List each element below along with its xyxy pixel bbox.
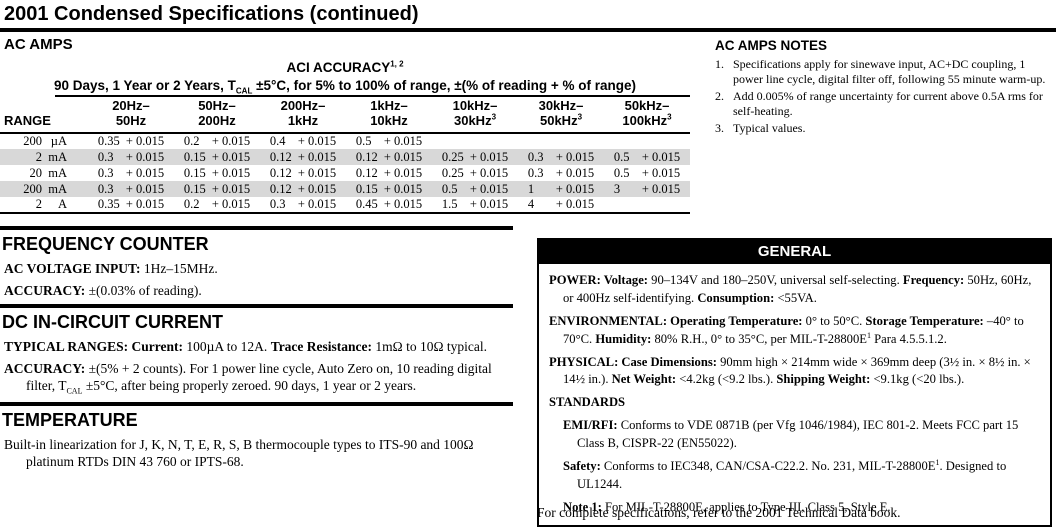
accuracy-cell: 0.3 + 0.015 bbox=[527, 149, 595, 164]
accuracy-cell: 0.3 + 0.015 bbox=[97, 149, 165, 164]
ac-amps-notes: AC AMPS NOTES 1. Specifications apply for… bbox=[715, 38, 1055, 139]
accuracy-cell: 0.5 + 0.015 bbox=[613, 149, 681, 164]
footer-note: For complete specifications, refer to th… bbox=[537, 505, 901, 520]
accuracy-cell: 0.35 + 0.015 bbox=[97, 134, 165, 148]
accuracy-cell bbox=[432, 133, 518, 149]
section-divider bbox=[0, 402, 513, 406]
column-header-range: RANGE bbox=[4, 113, 51, 128]
aci-table-header: RANGE 20Hz– 50Hz 50Hz– 200Hz 200Hz– 1kHz 1kHz–… bbox=[0, 98, 690, 133]
accuracy-cell: 0.3 + 0.015 bbox=[527, 165, 595, 180]
column-header: 50kHz– 100kHz3 bbox=[622, 98, 672, 128]
range-cell: 2 mA bbox=[35, 149, 67, 164]
accuracy-cell: 0.5 + 0.015 bbox=[355, 134, 423, 148]
section-heading-frequency-counter: FREQUENCY COUNTER bbox=[2, 234, 209, 254]
general-paragraph: Safety: Conforms to IEC348, CAN/CSA-C22.… bbox=[563, 457, 1007, 491]
section-heading-dc-in-circuit: DC IN-CIRCUIT CURRENT bbox=[2, 312, 223, 332]
title-divider bbox=[0, 28, 1056, 32]
accuracy-cell: 0.3 + 0.015 bbox=[97, 165, 165, 180]
aci-accuracy-table-title: ACI ACCURACY1, 2 bbox=[286, 59, 404, 75]
accuracy-cell: 1.5 + 0.015 bbox=[441, 197, 509, 211]
range-cell: 200 mA bbox=[23, 181, 67, 196]
accuracy-cell: 0.4 + 0.015 bbox=[269, 134, 337, 148]
accuracy-cell: 0.2 + 0.015 bbox=[183, 197, 251, 211]
accuracy-cell: 0.12 + 0.015 bbox=[269, 165, 337, 180]
accuracy-cell: 0.15 + 0.015 bbox=[183, 165, 251, 180]
general-box-heading: GENERAL bbox=[539, 240, 1050, 264]
accuracy-cell: 0.12 + 0.015 bbox=[355, 165, 423, 180]
accuracy-cell: 0.25 + 0.015 bbox=[441, 149, 509, 164]
table-row: 2 A 0.35 + 0.015 0.2 + 0.015 0.3 + 0.015 0.45 + 0… bbox=[0, 197, 690, 213]
accuracy-cell: 0.25 + 0.015 bbox=[441, 165, 509, 180]
column-header: 50Hz– 200Hz bbox=[198, 98, 236, 128]
dc-in-circuit-accuracy-spec: ACCURACY: ±(5% + 2 counts). For 1 power … bbox=[4, 361, 492, 396]
table-row: 2 mA 0.3 + 0.015 0.15 + 0.015 0.12 + 0.015 0.12 +… bbox=[0, 149, 690, 165]
column-header: 30kHz– 50kHz3 bbox=[538, 98, 584, 128]
accuracy-cell: 0.3 + 0.015 bbox=[269, 197, 337, 211]
aci-accuracy-table-subtitle: 90 Days, 1 Year or 2 Years, TCAL ±5°C, f… bbox=[54, 78, 636, 96]
freq-counter-input-spec: AC VOLTAGE INPUT: 1Hz–15MHz. bbox=[4, 261, 218, 276]
note-item: 2. Add 0.005% of range uncertainty for cu… bbox=[715, 89, 1043, 118]
section-heading-temperature: TEMPERATURE bbox=[2, 410, 138, 430]
range-cell: 200 µA bbox=[23, 134, 67, 148]
accuracy-cell: 4 + 0.015 bbox=[527, 197, 595, 211]
accuracy-cell: 0.5 + 0.015 bbox=[613, 165, 681, 180]
accuracy-cell: 0.15 + 0.015 bbox=[183, 181, 251, 196]
accuracy-cell: 3 + 0.015 bbox=[613, 181, 681, 196]
aci-accuracy-table: RANGE 20Hz– 50Hz 50Hz– 200Hz 200Hz– 1kHz 1kHz–… bbox=[0, 98, 690, 214]
general-paragraph: POWER: Voltage: 90–134V and 180–250V, un… bbox=[549, 273, 1032, 305]
section-divider bbox=[0, 226, 513, 230]
table-subtitle-rule bbox=[55, 95, 690, 97]
table-row: 200 µA 0.35 + 0.015 0.2 + 0.015 0.4 + 0.015 0.5 +… bbox=[0, 133, 690, 149]
dc-in-circuit-ranges-spec: TYPICAL RANGES: Current: 100µA to 12A. T… bbox=[4, 339, 487, 354]
accuracy-cell: 1 + 0.015 bbox=[527, 181, 595, 196]
accuracy-cell: 0.15 + 0.015 bbox=[183, 149, 251, 164]
accuracy-cell: 0.5 + 0.015 bbox=[441, 181, 509, 196]
general-box: GENERAL POWER: Voltage: 90–134V and 180–… bbox=[537, 238, 1052, 527]
general-paragraph: EMI/RFI: Conforms to VDE 0871B (per Vfg … bbox=[563, 418, 1019, 450]
accuracy-cell: 0.12 + 0.015 bbox=[269, 181, 337, 196]
left-column: AC AMPS ACI ACCURACY1, 2 90 Days, 1 Year… bbox=[0, 36, 690, 475]
accuracy-cell: 0.15 + 0.015 bbox=[355, 181, 423, 196]
page-title: 2001 Condensed Specifications (continued… bbox=[4, 3, 419, 25]
section-divider bbox=[0, 304, 513, 308]
column-header: 1kHz– 10kHz bbox=[370, 98, 408, 128]
accuracy-cell: 0.12 + 0.015 bbox=[269, 149, 337, 164]
notes-list: 1. Specifications apply for sinewave inpu… bbox=[715, 57, 1055, 136]
freq-counter-accuracy-spec: ACCURACY: ±(0.03% of reading). bbox=[4, 283, 202, 298]
accuracy-cell: 0.45 + 0.015 bbox=[355, 197, 423, 211]
general-paragraph: Note 1: For MIL-T-28800E, applies to Typ… bbox=[563, 499, 891, 514]
column-header: 10kHz– 30kHz3 bbox=[452, 98, 498, 128]
right-column: AC AMPS NOTES 1. Specifications apply for… bbox=[537, 38, 1053, 528]
accuracy-cell: 0.12 + 0.015 bbox=[355, 149, 423, 164]
section-heading-ac-amps: AC AMPS bbox=[4, 36, 73, 53]
accuracy-cell: 0.2 + 0.015 bbox=[183, 134, 251, 148]
table-row: 200 mA 0.3 + 0.015 0.15 + 0.015 0.12 + 0.015 0.1… bbox=[0, 181, 690, 197]
accuracy-cell: 0.35 + 0.015 bbox=[97, 197, 165, 211]
general-paragraph: PHYSICAL: Case Dimensions: 90mm high × 2… bbox=[549, 354, 1031, 387]
column-header: 20Hz– 50Hz bbox=[112, 98, 150, 128]
accuracy-cell: 0.3 + 0.015 bbox=[97, 181, 165, 196]
general-paragraph: ENVIRONMENTAL: Operating Temperature: 0°… bbox=[549, 313, 1024, 346]
general-box-body: POWER: Voltage: 90–134V and 180–250V, un… bbox=[539, 264, 1050, 525]
notes-heading: AC AMPS NOTES bbox=[715, 38, 828, 53]
header-row: RANGE 20Hz– 50Hz 50Hz– 200Hz 200Hz– 1kHz 1kHz–… bbox=[0, 98, 690, 133]
temperature-body: Built-in linearization for J, K, N, T, E… bbox=[4, 437, 474, 469]
general-paragraph: STANDARDS bbox=[549, 395, 626, 410]
note-item: 3. Typical values. bbox=[715, 121, 806, 135]
table-row: 20 mA 0.3 + 0.015 0.15 + 0.015 0.12 + 0.015 0.12… bbox=[0, 165, 690, 181]
aci-table-body: 200 µA 0.35 + 0.015 0.2 + 0.015 0.4 + 0.015 0.5 +… bbox=[0, 133, 690, 213]
note-item: 1. Specifications apply for sinewave inpu… bbox=[715, 57, 1046, 86]
range-cell: 20 mA bbox=[29, 165, 68, 180]
column-header: 200Hz– 1kHz bbox=[280, 98, 326, 128]
